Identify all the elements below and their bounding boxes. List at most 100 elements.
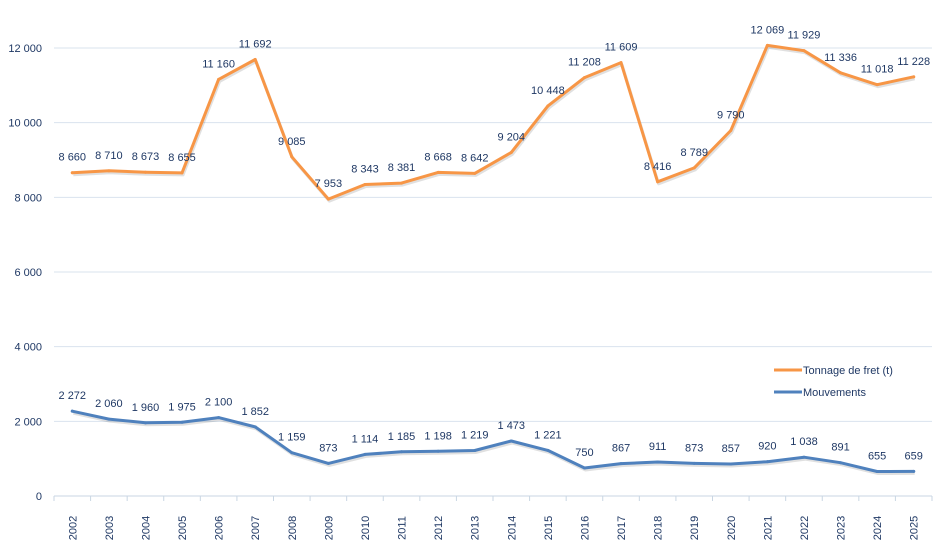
data-point xyxy=(509,150,513,154)
data-point xyxy=(363,452,367,456)
data-label: 9 085 xyxy=(278,136,306,148)
data-point xyxy=(400,450,404,454)
data-point xyxy=(839,461,843,465)
y-axis: 0 2 000 4 000 6 000 8 000 10 000 12 000 xyxy=(8,43,42,503)
x-tick-label: 2002 xyxy=(67,516,79,540)
data-point xyxy=(436,170,440,174)
data-point xyxy=(619,61,623,65)
series-shadow xyxy=(72,411,915,475)
data-label: 8 416 xyxy=(644,161,672,173)
y-tick-label: 6 000 xyxy=(14,267,42,279)
data-label: 12 069 xyxy=(751,24,785,36)
data-label: 8 660 xyxy=(59,152,87,164)
data-point xyxy=(473,171,477,175)
series-shadow xyxy=(73,45,916,203)
data-label: 8 381 xyxy=(388,162,416,174)
data-label: 8 642 xyxy=(461,152,489,164)
data-label: 11 208 xyxy=(568,57,601,69)
x-tick-label: 2020 xyxy=(726,516,738,540)
data-point xyxy=(326,461,330,465)
x-tick-label: 2005 xyxy=(177,516,189,540)
y-tick-label: 10 000 xyxy=(8,118,42,130)
x-axis: 2002 2003 2004 2005 2006 2007 2008 2009 2010 2011… xyxy=(53,495,933,540)
x-tick-label: 2015 xyxy=(543,516,555,540)
data-label: 891 xyxy=(831,442,849,454)
data-point xyxy=(692,461,696,465)
legend-label-tonnage: Tonnage de fret (t) xyxy=(803,365,893,377)
data-point xyxy=(656,180,660,184)
data-point xyxy=(107,169,111,173)
data-label: 11 929 xyxy=(788,30,821,42)
x-tick-label: 2016 xyxy=(579,516,591,540)
data-label: 8 668 xyxy=(424,151,452,163)
data-point xyxy=(692,166,696,170)
gridlines xyxy=(54,47,932,422)
data-point xyxy=(473,448,477,452)
data-label: 655 xyxy=(868,451,886,463)
data-label: 7 953 xyxy=(315,178,343,190)
data-point xyxy=(290,155,294,159)
data-label: 11 160 xyxy=(202,58,235,70)
data-point xyxy=(912,469,916,473)
data-point xyxy=(253,57,257,61)
data-point xyxy=(290,451,294,455)
data-label: 1 221 xyxy=(534,429,562,441)
data-label: 750 xyxy=(575,447,593,459)
data-point xyxy=(326,197,330,201)
x-tick-label: 2022 xyxy=(799,516,811,540)
y-tick-label: 4 000 xyxy=(14,342,42,354)
data-label: 857 xyxy=(722,443,740,455)
data-label: 867 xyxy=(612,443,630,455)
legend-item-mouvements: Mouvements xyxy=(774,387,866,399)
series-line-mouvements xyxy=(70,409,916,473)
data-label: 11 018 xyxy=(861,64,894,76)
y-tick-label: 8 000 xyxy=(14,192,42,204)
x-tick-label: 2014 xyxy=(506,516,518,540)
data-label: 2 060 xyxy=(95,398,123,410)
data-label: 1 198 xyxy=(424,430,452,442)
data-label: 11 336 xyxy=(824,52,857,64)
data-point xyxy=(546,448,550,452)
x-tick-label: 2023 xyxy=(836,516,848,540)
x-tick-label: 2018 xyxy=(653,516,665,540)
x-tick-label: 2017 xyxy=(616,516,628,540)
data-point xyxy=(582,466,586,470)
data-label: 920 xyxy=(758,441,776,453)
x-tick-label: 2004 xyxy=(140,516,152,540)
data-labels: 8 660 8 710 8 673 8 655 11 160 11 692 9 085 7 9… xyxy=(59,24,931,462)
data-point xyxy=(839,71,843,75)
x-tick-label: 2012 xyxy=(433,516,445,540)
data-point xyxy=(107,417,111,421)
x-tick-label: 2021 xyxy=(762,516,774,540)
data-label: 873 xyxy=(685,442,703,454)
data-label: 1 975 xyxy=(168,401,196,413)
x-tick-label: 2006 xyxy=(214,516,226,540)
y-tick-label: 12 000 xyxy=(8,43,42,55)
y-tick-label: 2 000 xyxy=(14,416,42,428)
data-point xyxy=(217,416,221,420)
data-point xyxy=(70,171,74,175)
x-tick-label: 2011 xyxy=(397,516,409,540)
series-line-tonnage xyxy=(70,43,916,201)
data-label: 10 448 xyxy=(531,85,565,97)
legend-label-mouvements: Mouvements xyxy=(803,387,866,399)
x-tick-label: 2009 xyxy=(323,516,335,540)
data-label: 8 343 xyxy=(351,164,379,176)
data-point xyxy=(180,420,184,424)
data-label: 1 473 xyxy=(498,420,526,432)
data-point xyxy=(802,455,806,459)
data-point xyxy=(143,421,147,425)
data-label: 2 100 xyxy=(205,397,233,409)
legend-item-tonnage: Tonnage de fret (t) xyxy=(774,365,893,377)
data-label: 1 185 xyxy=(388,431,416,443)
data-label: 1 159 xyxy=(278,432,306,444)
data-label: 8 655 xyxy=(168,152,196,164)
data-label: 873 xyxy=(319,442,337,454)
x-tick-label: 2003 xyxy=(104,516,116,540)
x-tick-label: 2019 xyxy=(689,516,701,540)
data-point xyxy=(436,449,440,453)
data-label: 8 789 xyxy=(680,147,708,159)
x-tick-label: 2010 xyxy=(360,516,372,540)
data-point xyxy=(253,425,257,429)
